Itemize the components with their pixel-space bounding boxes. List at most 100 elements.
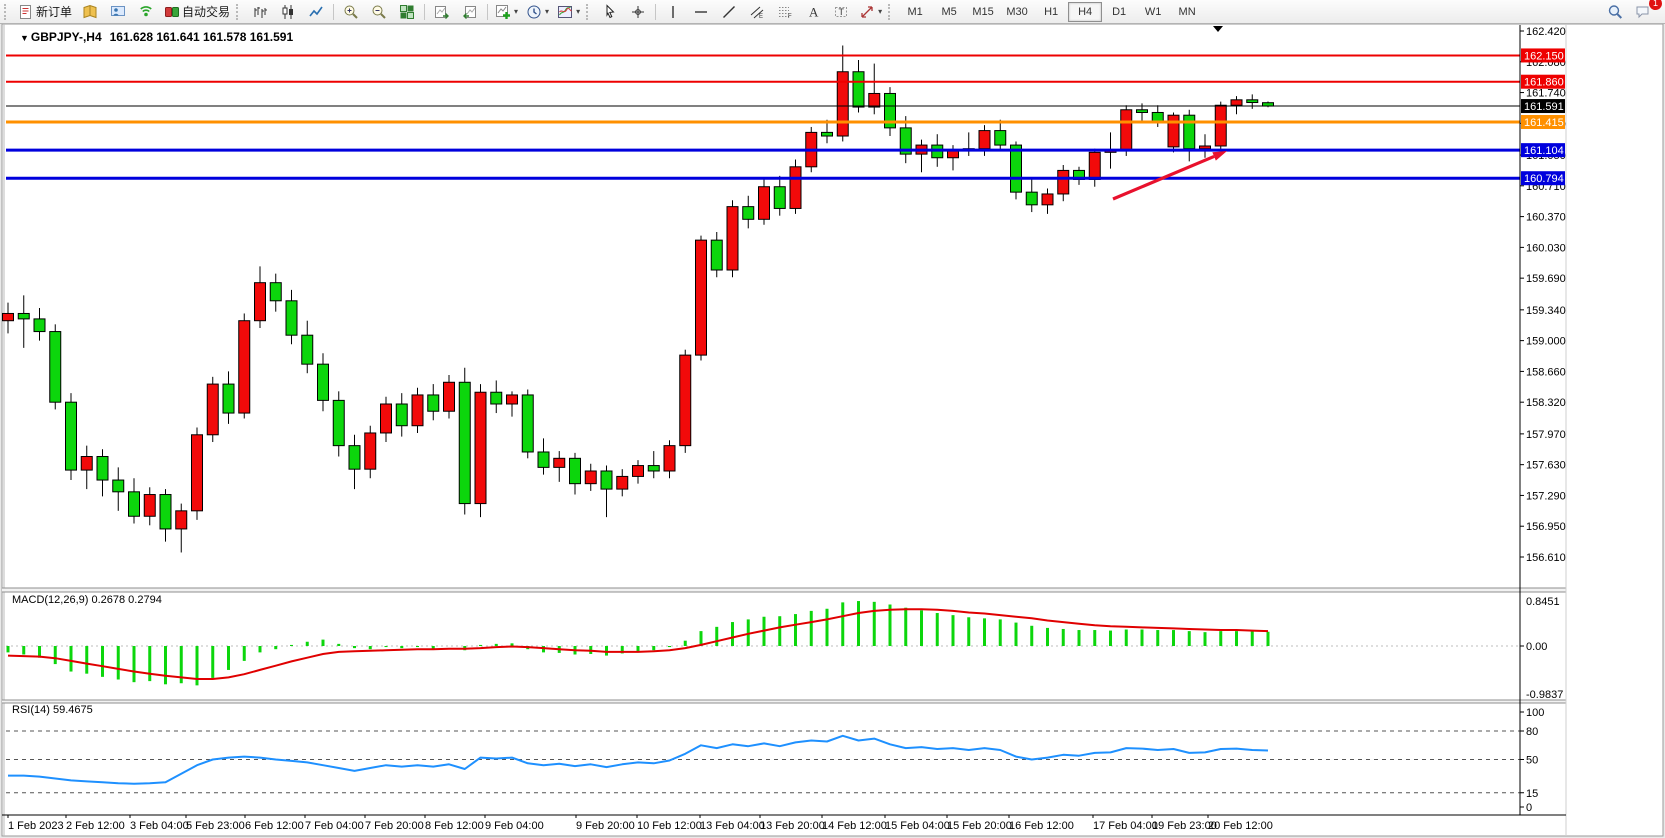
indicators-book-button[interactable] (76, 1, 104, 23)
search-button[interactable] (1601, 1, 1629, 23)
vline-icon (665, 4, 681, 20)
vertical-line-tool-button[interactable] (659, 1, 687, 23)
price-tick-label: 156.950 (1526, 521, 1566, 533)
candle-down (49, 331, 62, 403)
rsi-level-label: 50 (1526, 755, 1538, 767)
toolbar-grip[interactable] (888, 3, 895, 20)
macd-max-label: 0.8451 (1526, 596, 1560, 608)
panel-separator[interactable] (2, 588, 1566, 592)
price-tick-label: 158.660 (1526, 366, 1566, 378)
label-tool-button[interactable]: T (827, 1, 855, 23)
svg-text:A: A (809, 4, 819, 19)
candle-down (128, 491, 140, 517)
toolbar-separator (333, 3, 335, 20)
price-label-text: 161.591 (1524, 101, 1564, 113)
timeframe-button-m30[interactable]: M30 (1006, 5, 1028, 18)
signals-button[interactable] (132, 1, 160, 23)
toolbar-separator (424, 3, 426, 20)
trendline-tool-button[interactable] (715, 1, 743, 23)
line-chart-mode-button[interactable] (302, 1, 330, 23)
toolbar-separator (487, 3, 489, 20)
timeframe-button-w1[interactable]: W1 (1144, 5, 1162, 18)
price-label-box (1521, 171, 1565, 186)
candle-up (616, 475, 629, 490)
cursor-tool-button[interactable] (596, 1, 624, 23)
candle-down (33, 318, 46, 333)
timeframe-button-m1[interactable]: M1 (907, 5, 923, 18)
candle-up (206, 383, 219, 436)
new-order-label: 新订单 (36, 5, 73, 19)
periods-button[interactable]: ▾ (522, 1, 553, 23)
candle-down (521, 394, 534, 453)
market-depth-icon (110, 4, 126, 20)
candlestick-mode-button[interactable] (274, 1, 302, 23)
auto-trading-button[interactable]: 自动交易 (160, 1, 234, 23)
timeframe-button-d1[interactable]: D1 (1112, 5, 1127, 18)
timeframe-button-mn[interactable]: MN (1178, 5, 1196, 18)
toolbar-grip[interactable] (586, 3, 593, 20)
hline-icon (693, 4, 709, 20)
crosshair-tool-button[interactable] (624, 1, 652, 23)
templates-button[interactable]: ▾ (553, 1, 584, 23)
candle-up (553, 457, 566, 468)
price-tick-label: 160.030 (1526, 242, 1566, 254)
candle-up (663, 445, 676, 472)
price-tick-label: 156.610 (1526, 552, 1566, 564)
toolbar-grip[interactable] (236, 3, 243, 20)
timeframe-button-h4[interactable]: H4 (1068, 1, 1103, 22)
time-tick-label: 1 Feb 2023 (8, 820, 64, 832)
chart-shift-marker[interactable] (1213, 26, 1223, 32)
template-icon (557, 4, 573, 20)
market-depth-button[interactable] (104, 1, 132, 23)
time-tick-label: 6 Feb 12:00 (245, 820, 304, 832)
candle-up (978, 130, 991, 150)
notifications-button[interactable]: 1 (1629, 0, 1662, 23)
zoom-in-button[interactable] (337, 1, 365, 23)
candle-down (112, 479, 125, 493)
price-tick-label: 159.340 (1526, 305, 1566, 317)
price-label-box (1521, 74, 1565, 89)
trend-arrow-shaft (1112, 154, 1215, 201)
rsi-level-label: 100 (1526, 707, 1544, 719)
time-tick-label: 15 Feb 20:00 (947, 820, 1012, 832)
trend-arrow[interactable] (1112, 151, 1227, 201)
tile-windows-button[interactable] (393, 1, 421, 23)
chart-shift-button[interactable] (456, 1, 484, 23)
candle-down (1246, 99, 1259, 104)
candle-up (836, 71, 849, 137)
horizontal-line-tool-button[interactable] (687, 1, 715, 23)
panel-separator[interactable] (2, 700, 1566, 703)
fibonacci-tool-button[interactable]: F (771, 1, 799, 23)
price-label-box (1521, 99, 1565, 114)
candle-up (364, 432, 377, 470)
search-icon (1607, 4, 1623, 20)
timeframe-button-h1[interactable]: H1 (1044, 5, 1059, 18)
add-indicator-button[interactable]: ▾ (491, 1, 522, 23)
channel-tool-button[interactable]: E (743, 1, 771, 23)
new-order-button[interactable]: 新订单 (14, 1, 76, 23)
macd-min-label: -0.9837 (1526, 689, 1563, 701)
candle-up (1230, 99, 1243, 106)
candle-down (301, 334, 314, 365)
auto-scroll-button[interactable] (428, 1, 456, 23)
candle-up (726, 206, 739, 271)
rsi-level-label: 80 (1526, 726, 1538, 738)
book-icon (82, 4, 98, 20)
macd-zero-label: 0.00 (1526, 641, 1547, 653)
toolbar-grip[interactable] (4, 3, 11, 20)
timeframe-button-m15[interactable]: M15 (972, 5, 994, 18)
notification-badge: 1 (1649, 0, 1662, 10)
fibonacci-icon: F (777, 4, 793, 20)
candle-up (1088, 151, 1101, 180)
bar-chart-mode-button[interactable] (246, 1, 274, 23)
candle-up (380, 403, 392, 434)
text-tool-button[interactable]: A (799, 1, 827, 23)
zoom-out-button[interactable] (365, 1, 393, 23)
timeframe-button-m5[interactable]: M5 (941, 5, 957, 18)
candle-down (994, 130, 1007, 146)
price-tick-label: 157.970 (1526, 429, 1566, 441)
time-tick-label: 3 Feb 04:00 (130, 820, 189, 832)
candle-down (222, 383, 235, 414)
shapes-tool-button[interactable]: ▾ (855, 1, 886, 23)
